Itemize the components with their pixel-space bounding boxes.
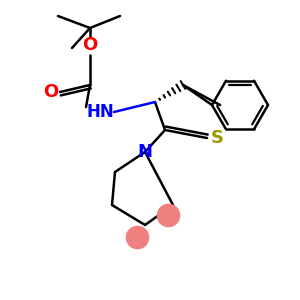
Text: N: N	[137, 143, 152, 161]
Text: S: S	[211, 129, 224, 147]
Text: O: O	[82, 36, 98, 54]
Text: HN: HN	[86, 103, 114, 121]
Text: O: O	[44, 83, 59, 101]
